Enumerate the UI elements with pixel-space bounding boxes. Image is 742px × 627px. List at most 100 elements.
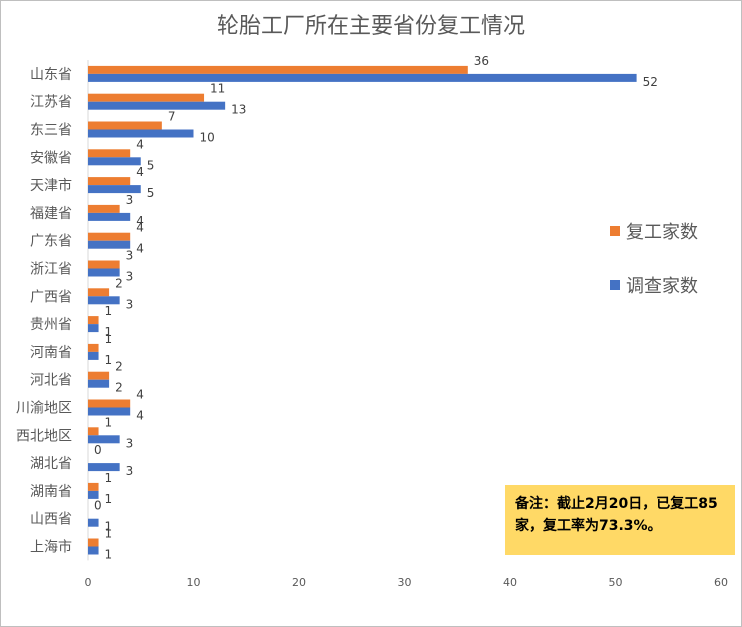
category-label: 西北地区 [16, 428, 72, 444]
category-label: 浙江省 [30, 262, 72, 278]
bar-surveyed [88, 73, 637, 82]
bar-surveyed [88, 407, 131, 416]
x-tick-label: 0 [85, 576, 92, 589]
data-label-resumed: 36 [474, 54, 489, 68]
data-label-surveyed: 4 [136, 242, 144, 256]
legend-swatch-resumed [610, 226, 620, 236]
bar-resumed [88, 371, 110, 380]
bar-surveyed [88, 324, 99, 333]
bar-resumed [88, 399, 131, 408]
bar-resumed [88, 93, 205, 102]
data-label-resumed: 2 [115, 360, 123, 374]
category-label: 天津市 [30, 177, 72, 194]
category-label: 河南省 [30, 345, 72, 361]
data-label-resumed: 7 [168, 110, 176, 124]
bar-resumed [88, 343, 99, 352]
bar-surveyed [88, 463, 120, 472]
data-label-resumed: 2 [115, 276, 123, 290]
x-tick-label: 10 [187, 576, 201, 589]
bar-surveyed [88, 185, 141, 194]
bar-surveyed [88, 240, 131, 249]
x-tick-label: 40 [503, 576, 517, 589]
data-label-surveyed: 1 [105, 353, 113, 367]
data-label-resumed: 4 [136, 221, 144, 235]
category-label: 河北省 [30, 373, 72, 389]
data-label-resumed: 1 [105, 304, 113, 318]
bar-surveyed [88, 101, 226, 110]
legend-label-surveyed: 调查家数 [626, 276, 698, 297]
data-label-surveyed: 5 [147, 186, 155, 200]
data-label-surveyed: 3 [126, 436, 134, 450]
category-label: 东三省 [30, 123, 72, 139]
bar-surveyed [88, 296, 120, 305]
data-label-surveyed: 3 [126, 297, 134, 311]
chart-title: 轮胎工厂所在主要省份复工情况 [216, 14, 525, 39]
bar-surveyed [88, 351, 99, 360]
category-label: 广东省 [30, 234, 72, 250]
data-label-resumed: 3 [126, 193, 134, 207]
bar-surveyed [88, 129, 194, 138]
data-label-resumed: 4 [136, 137, 144, 151]
category-label: 湖北省 [30, 456, 72, 472]
data-label-surveyed: 1 [105, 325, 113, 339]
bar-surveyed [88, 212, 131, 221]
data-label-resumed: 0 [94, 499, 102, 513]
data-label-surveyed: 5 [147, 158, 155, 172]
bar-resumed [88, 149, 131, 158]
legend-item-resumed: 复工家数 [610, 218, 698, 244]
bar-resumed [88, 121, 162, 130]
legend-swatch-surveyed [610, 280, 620, 290]
data-label-surveyed: 1 [105, 548, 113, 562]
bar-resumed [88, 260, 120, 269]
data-label-surveyed: 52 [643, 75, 658, 89]
data-label-resumed: 11 [210, 82, 225, 96]
category-label: 贵州省 [30, 317, 72, 333]
bar-resumed [88, 316, 99, 325]
bar-resumed [88, 65, 468, 74]
category-label: 福建省 [30, 206, 72, 222]
bar-surveyed [88, 546, 99, 555]
data-label-resumed: 1 [105, 415, 113, 429]
category-label: 山东省 [30, 67, 72, 83]
data-label-resumed: 1 [105, 527, 113, 541]
legend-item-surveyed: 调查家数 [610, 272, 698, 298]
bar-surveyed [88, 435, 120, 444]
x-tick-label: 50 [609, 576, 623, 589]
bar-resumed [88, 288, 110, 297]
data-label-surveyed: 4 [136, 214, 144, 228]
bar-surveyed [88, 268, 120, 277]
x-tick-label: 20 [292, 576, 306, 589]
category-label: 川渝地区 [16, 401, 72, 417]
data-label-resumed: 3 [126, 249, 134, 263]
bar-surveyed [88, 157, 141, 166]
bar-resumed [88, 427, 99, 436]
data-label-surveyed: 10 [200, 131, 215, 145]
bar-surveyed [88, 379, 110, 388]
bar-resumed [88, 482, 99, 491]
data-label-resumed: 4 [136, 165, 144, 179]
data-label-surveyed: 1 [105, 520, 113, 534]
data-label-surveyed: 3 [126, 270, 134, 284]
data-label-resumed: 0 [94, 443, 102, 457]
data-label-resumed: 1 [105, 471, 113, 485]
data-label-surveyed: 1 [105, 492, 113, 506]
note-box: 备注：截止2月20日，已复工85家，复工率为73.3%。 [505, 485, 735, 555]
category-label: 广西省 [30, 289, 72, 305]
x-tick-label: 60 [714, 576, 728, 589]
data-label-surveyed: 4 [136, 409, 144, 423]
category-label: 山西省 [30, 512, 72, 528]
data-label-resumed: 1 [105, 332, 113, 346]
data-label-surveyed: 2 [115, 381, 123, 395]
bar-resumed [88, 538, 99, 547]
bar-surveyed [88, 518, 99, 527]
bar-resumed [88, 232, 131, 241]
legend-label-resumed: 复工家数 [626, 222, 698, 243]
data-label-surveyed: 3 [126, 464, 134, 478]
x-tick-label: 30 [398, 576, 412, 589]
category-label: 安徽省 [30, 150, 72, 166]
category-label: 江苏省 [30, 95, 72, 111]
bar-surveyed [88, 490, 99, 499]
data-label-resumed: 4 [136, 388, 144, 402]
category-label: 湖南省 [30, 484, 72, 500]
